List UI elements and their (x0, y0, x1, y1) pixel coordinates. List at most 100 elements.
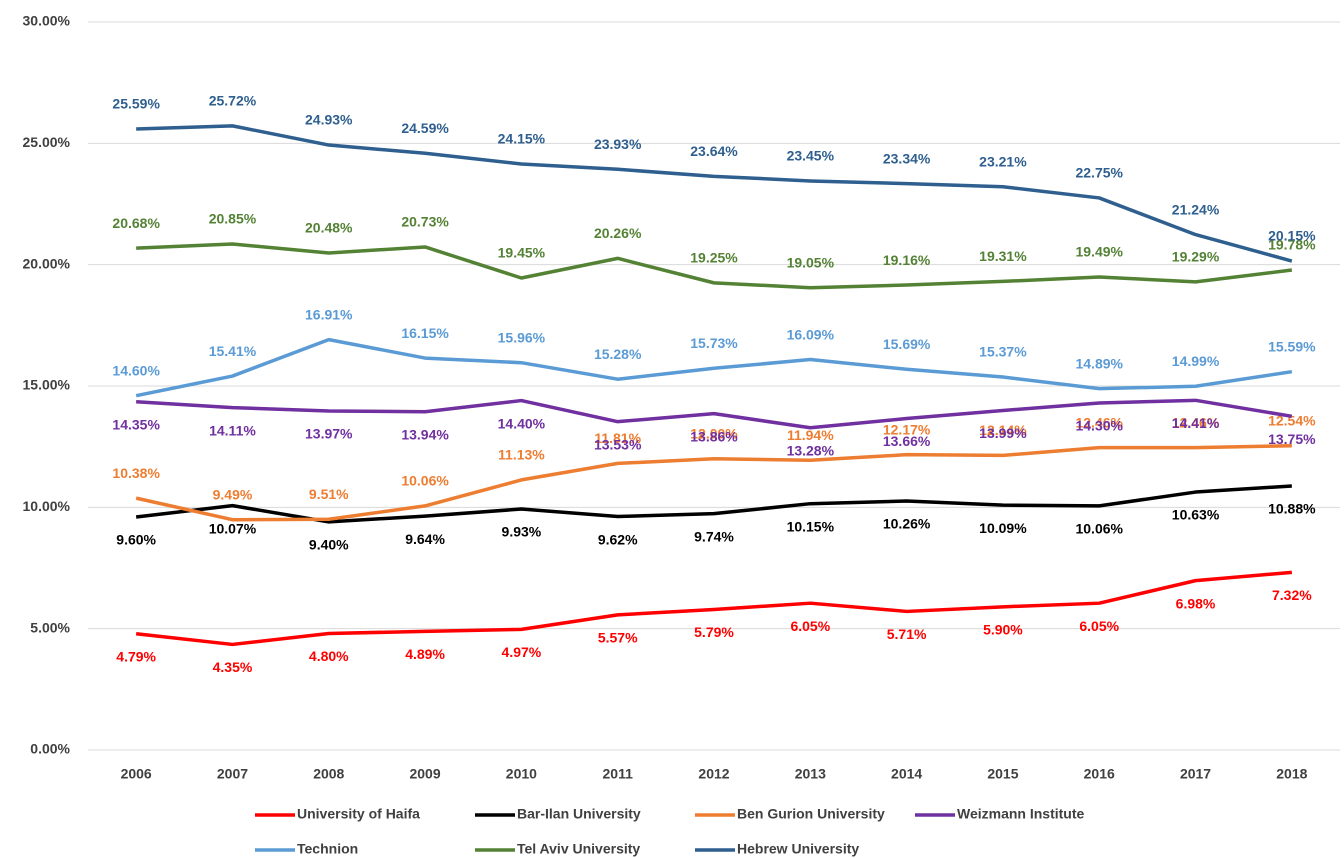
x-tick-label: 2010 (506, 766, 537, 782)
x-tick-label: 2012 (698, 766, 729, 782)
data-label: 15.37% (979, 344, 1027, 360)
data-label: 19.25% (690, 250, 738, 266)
data-label: 14.99% (1172, 353, 1220, 369)
data-label: 10.06% (401, 473, 449, 489)
data-label: 15.59% (1268, 338, 1316, 354)
data-label: 6.05% (1079, 618, 1119, 634)
data-label: 4.89% (405, 646, 445, 662)
data-label: 14.40% (498, 415, 546, 431)
data-label: 23.34% (883, 150, 931, 166)
y-tick-label: 25.00% (23, 134, 71, 150)
data-label: 20.68% (112, 215, 160, 231)
data-label: 14.41% (1172, 415, 1220, 431)
data-label: 12.54% (1268, 412, 1316, 428)
data-label: 12.14% (979, 422, 1027, 438)
legend-label: Ben Gurion University (737, 806, 885, 822)
data-label: 10.63% (1172, 507, 1220, 523)
legend-label: Technion (297, 841, 358, 857)
data-label: 19.49% (1075, 244, 1123, 260)
data-label: 16.15% (401, 325, 449, 341)
data-label: 10.26% (883, 516, 931, 532)
data-label: 10.38% (112, 465, 160, 481)
data-label: 15.69% (883, 336, 931, 352)
data-label: 11.81% (594, 430, 641, 446)
y-tick-label: 10.00% (23, 498, 71, 514)
legend-label: Hebrew University (737, 841, 859, 857)
x-tick-label: 2018 (1276, 766, 1307, 782)
data-label: 13.28% (787, 442, 835, 458)
data-label: 9.49% (213, 486, 253, 502)
x-tick-label: 2006 (121, 766, 152, 782)
data-label: 11.13% (498, 447, 545, 463)
data-label: 4.35% (213, 659, 253, 675)
data-label: 13.66% (883, 433, 931, 449)
x-tick-label: 2015 (987, 766, 1018, 782)
data-label: 5.79% (694, 624, 734, 640)
data-label: 20.73% (401, 214, 449, 230)
data-label: 22.75% (1075, 165, 1123, 181)
data-label: 10.09% (979, 520, 1027, 536)
series-line (135, 443, 1292, 522)
data-label: 14.35% (112, 416, 160, 432)
data-label: 19.16% (883, 252, 931, 268)
x-tick-label: 2017 (1180, 766, 1211, 782)
data-label: 13.97% (305, 426, 353, 442)
data-label: 19.31% (979, 248, 1027, 264)
data-label: 13.94% (401, 426, 449, 442)
data-label: 13.75% (1268, 431, 1316, 447)
data-label: 15.41% (209, 343, 257, 359)
series-line (135, 570, 1292, 647)
data-label: 13.86% (690, 428, 738, 444)
x-tick-label: 2007 (217, 766, 248, 782)
data-label: 24.15% (498, 131, 546, 147)
x-tick-label: 2016 (1084, 766, 1115, 782)
y-tick-label: 30.00% (23, 13, 71, 29)
data-label: 15.73% (690, 335, 738, 351)
data-label: 4.79% (116, 648, 156, 664)
data-label: 19.05% (787, 254, 835, 270)
data-label: 20.85% (209, 211, 257, 227)
data-label: 9.62% (598, 531, 638, 547)
y-tick-label: 15.00% (23, 377, 71, 393)
data-label: 12.17% (883, 421, 931, 437)
data-label: 15.96% (498, 329, 546, 345)
data-label: 6.05% (790, 618, 830, 634)
data-label: 10.06% (1075, 521, 1123, 537)
data-label: 14.89% (1075, 355, 1123, 371)
x-tick-label: 2011 (603, 766, 634, 782)
data-label: 9.51% (309, 486, 349, 502)
data-label: 12.00% (690, 426, 738, 442)
y-tick-label: 5.00% (30, 619, 70, 635)
legend-label: Bar-Ilan University (517, 806, 641, 822)
data-label: 13.99% (979, 425, 1027, 441)
series-line (135, 337, 1293, 398)
data-label: 14.11% (209, 422, 256, 438)
data-label: 10.88% (1268, 501, 1316, 517)
data-label: 10.15% (787, 518, 835, 534)
data-label: 11.94% (787, 427, 834, 443)
data-label: 9.93% (502, 524, 542, 540)
data-label: 16.91% (305, 306, 353, 322)
data-label: 12.46% (1075, 414, 1123, 430)
data-label: 9.60% (116, 532, 156, 548)
data-label: 12.46% (1172, 414, 1220, 430)
data-label: 14.30% (1075, 418, 1123, 434)
data-label: 25.59% (112, 96, 160, 112)
data-label: 19.45% (498, 245, 546, 261)
data-label: 23.21% (979, 153, 1027, 169)
series-line (136, 124, 1293, 263)
x-tick-label: 2009 (409, 766, 440, 782)
data-label: 21.24% (1172, 201, 1220, 217)
x-tick-label: 2014 (891, 766, 922, 782)
data-label: 14.60% (112, 362, 160, 378)
data-label: 9.64% (405, 531, 445, 547)
data-label: 6.98% (1176, 595, 1216, 611)
data-label: 13.53% (594, 436, 642, 452)
data-label: 5.90% (983, 622, 1023, 638)
data-label: 5.57% (598, 630, 638, 646)
data-label: 24.93% (305, 112, 353, 128)
y-tick-label: 0.00% (30, 741, 70, 757)
data-label: 9.40% (309, 537, 349, 553)
data-label: 9.74% (694, 528, 734, 544)
